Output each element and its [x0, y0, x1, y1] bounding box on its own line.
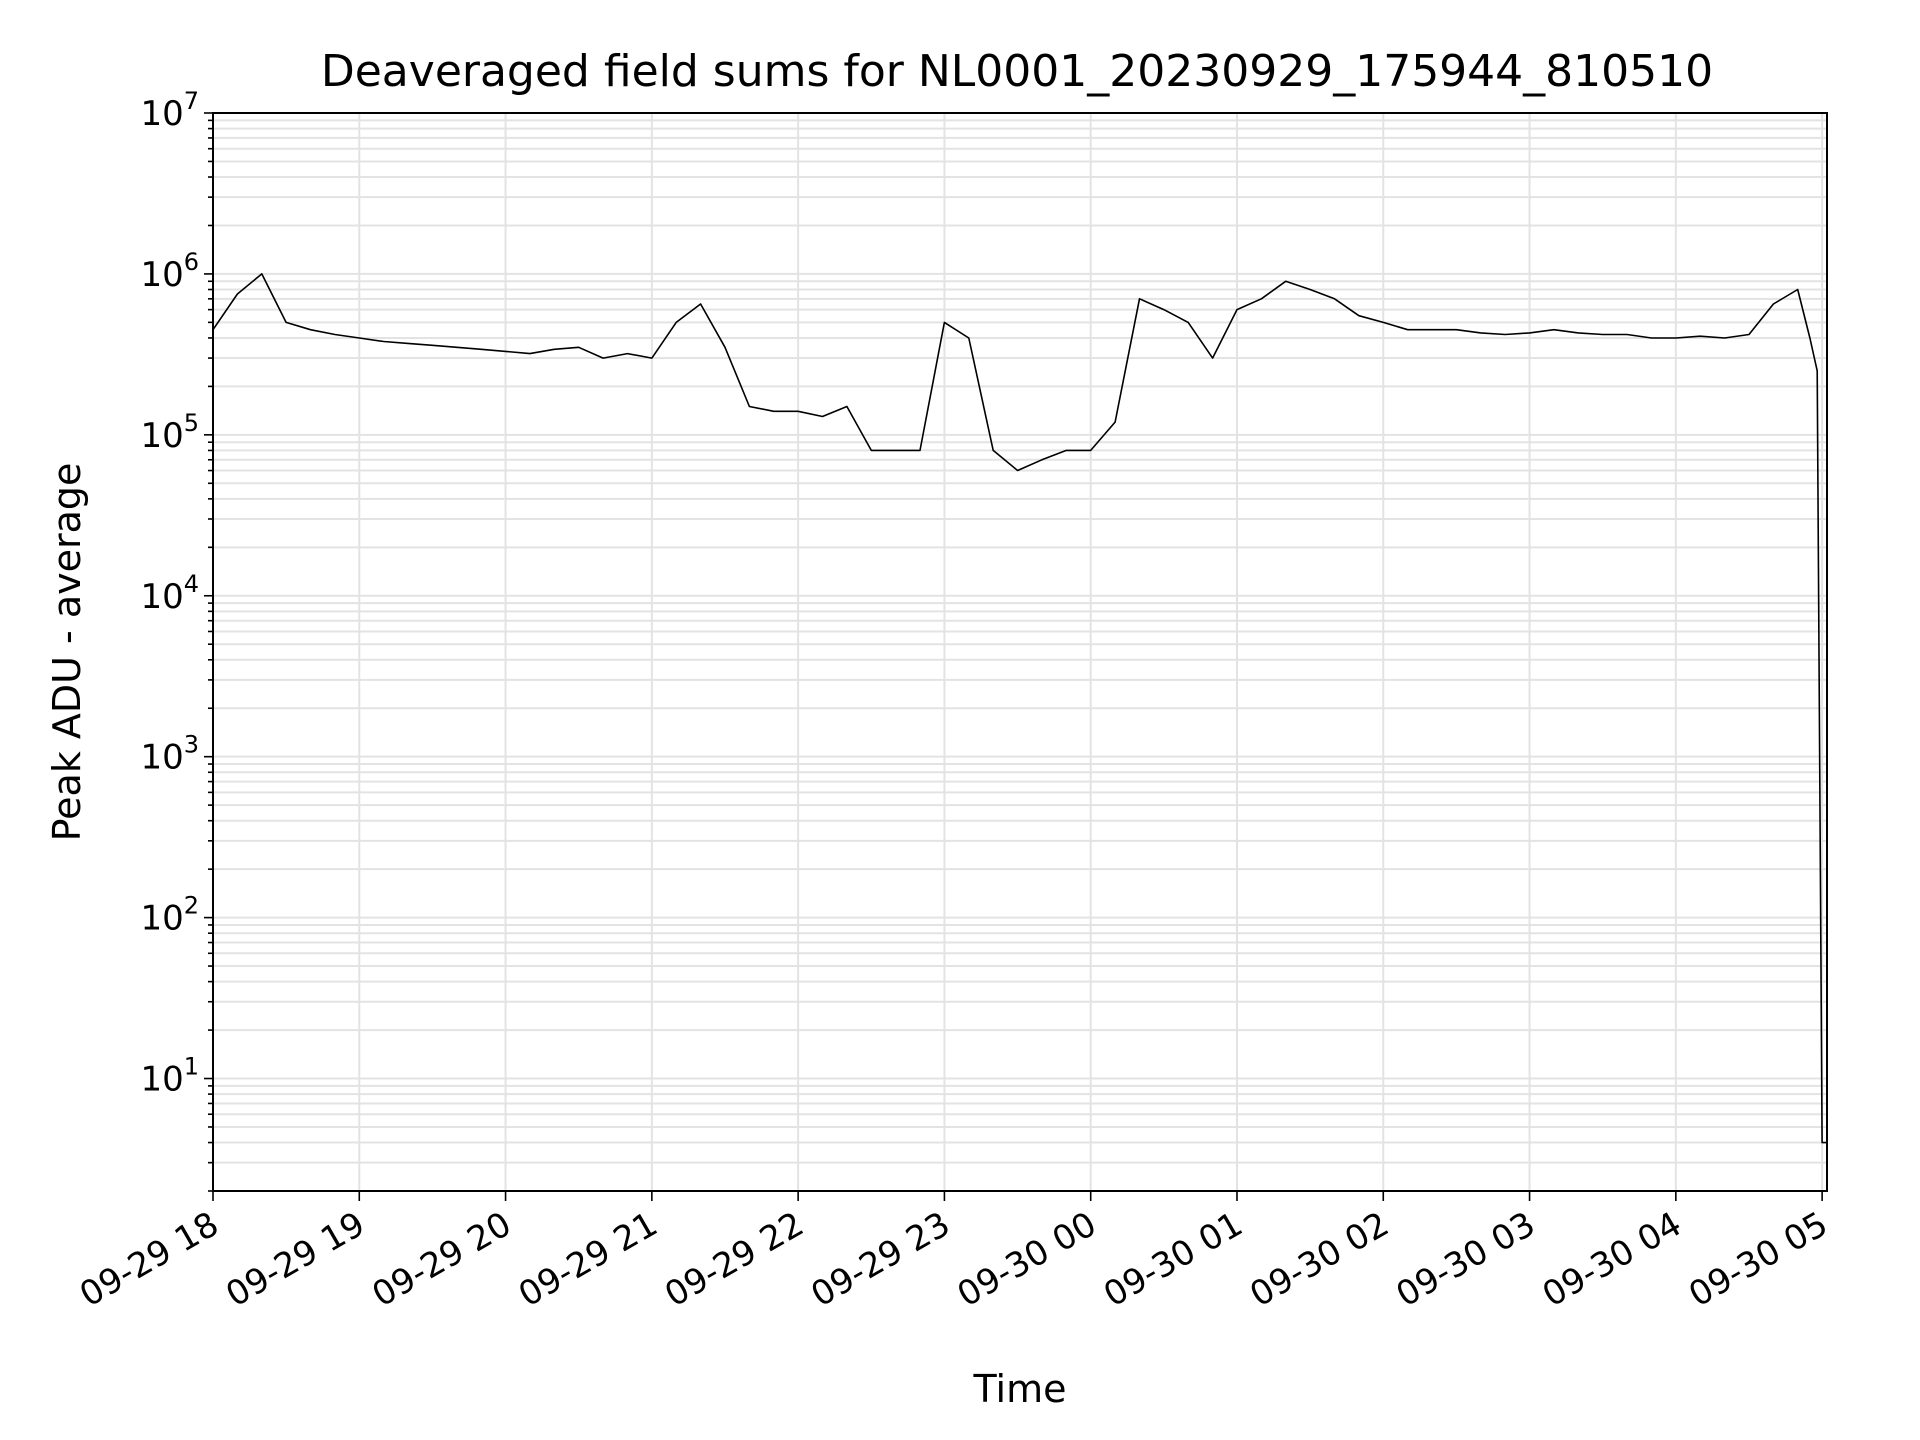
plot-frame	[212, 112, 1828, 1192]
grid	[212, 113, 1827, 1192]
chart-title: Deaveraged field sums for NL0001_2023092…	[321, 46, 1713, 97]
series-layer	[212, 273, 1827, 1144]
y-tick-label: 105	[140, 409, 199, 456]
y-axis-label: Peak ADU - average	[45, 463, 89, 842]
y-tick-label: 106	[140, 248, 199, 295]
series-line	[212, 273, 1827, 1144]
y-tick-label: 104	[140, 570, 199, 617]
y-tick-label: 102	[140, 892, 199, 939]
y-axis: 101 102 103 104 105 106 107	[140, 87, 213, 1192]
x-axis-label: Time	[973, 1367, 1067, 1411]
y-tick-label: 107	[140, 87, 199, 134]
y-tick-label: 101	[140, 1053, 199, 1100]
y-tick-label: 103	[140, 731, 199, 778]
